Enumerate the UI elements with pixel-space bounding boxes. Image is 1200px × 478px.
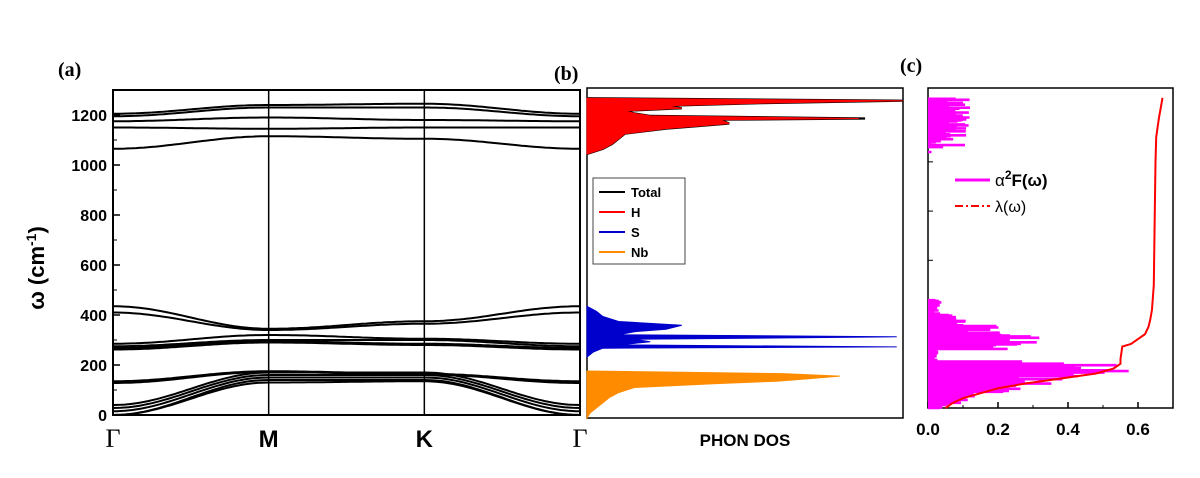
dispersion-y-axis-title-main: ω (cm [24,246,49,310]
dispersion-plot-area: 0 200 400 600 800 1000 1200 Γ M K Γ [71,89,588,453]
dos-legend-label: H [631,205,640,220]
panel-c-label: (c) [900,55,922,77]
dispersion-branch [112,106,581,118]
dos-legend-label: S [631,225,640,240]
dispersion-y-tick-label: 200 [80,358,107,375]
dos-legend-label: Total [631,185,661,200]
dispersion-branch [112,116,581,123]
lambda-series [944,97,1164,409]
panel-b-label: (b) [554,63,578,85]
eliashberg-x-tick-label: 0.6 [1126,420,1150,439]
a2f-series [928,97,1129,410]
dos-series-h [586,97,904,155]
dispersion-y-tick-label: 1200 [71,108,107,125]
legend-label-a2f-sup: 2 [1005,168,1012,182]
dos-plot-area: Total HS Nb [586,87,904,420]
dispersion-branch [112,371,581,406]
dispersion-y-tick-label: 600 [80,258,107,275]
eliashberg-x-tick-label: 0.4 [1056,420,1080,439]
dispersion-branch [113,340,580,349]
dispersion-branch [112,102,581,115]
panel-c: (c) 0.0 0.2 0.4 0.6 α2F(ω) λ(ω) [900,55,1174,439]
k-point-label: Γ [572,424,587,453]
legend-label-a2f-pre: α [995,171,1005,190]
dispersion-branch [112,380,581,416]
dispersion-branch [112,376,581,413]
dos-series-s [586,305,897,359]
dos-series-nb [586,370,840,420]
dos-x-axis-title: PHON DOS [700,431,791,450]
eliashberg-legend: α2F(ω) λ(ω) [955,168,1048,216]
dispersion-branch [113,126,580,130]
dispersion-y-tick-label: 400 [80,308,107,325]
k-point-label: M [259,426,279,453]
dispersion-y-tick-label: 800 [80,208,107,225]
dispersion-branch [112,135,581,150]
dispersion-y-axis-title-end: ) [24,226,49,233]
panel-a: (a) ω (cm-1) 0 200 400 600 800 1000 1200 Γ M K Γ [23,59,588,453]
eliashberg-x-tick-label: 0.0 [916,420,940,439]
dispersion-branch [113,311,580,331]
dispersion-y-axis-title-sup: -1 [23,233,39,246]
dispersion-branch [113,305,580,330]
legend-label-a2f-post: F(ω) [1012,171,1048,190]
dispersion-frame [112,89,581,416]
dispersion-y-tick-label: 1000 [71,158,107,175]
legend-label-a2f: α2F(ω) [995,168,1048,190]
eliashberg-x-tick-label: 0.2 [986,420,1010,439]
dispersion-branch [113,341,580,351]
dispersion-branch [112,334,581,345]
panel-b: (b) Total HS Nb PHON DOS [554,63,904,450]
panel-a-label: (a) [58,59,81,81]
eliashberg-frame [927,87,1174,409]
dispersion-branch [112,339,581,348]
svg-text:ω (cm-1): ω (cm-1) [23,226,49,310]
dispersion-y-axis-title: ω (cm-1) [23,226,49,310]
k-point-label: Γ [105,424,120,453]
eliashberg-plot-area: 0.0 0.2 0.4 0.6 [916,87,1174,439]
k-point-label: K [416,426,434,453]
dos-legend-label: Nb [631,245,648,260]
legend-label-lambda: λ(ω) [995,199,1026,216]
dispersion-y-tick-label: 0 [98,408,107,425]
dispersion-branch [112,374,581,409]
